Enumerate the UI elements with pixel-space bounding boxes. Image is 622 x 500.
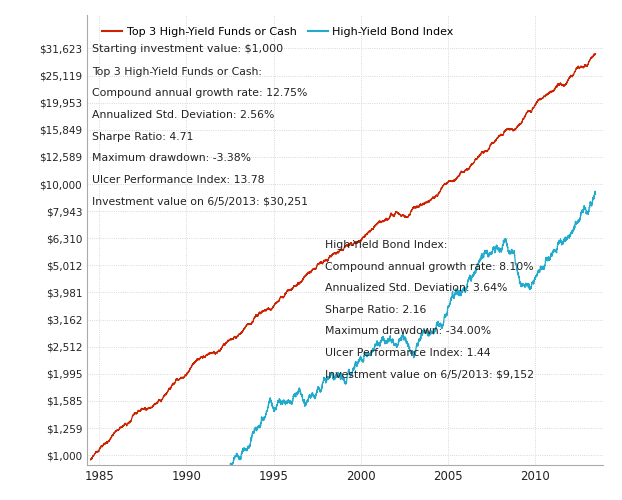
Text: Ulcer Performance Index: 13.78: Ulcer Performance Index: 13.78 xyxy=(92,175,265,184)
Text: Compound annual growth rate: 8.10%: Compound annual growth rate: 8.10% xyxy=(325,262,533,272)
Text: Annualized Std. Deviation: 3.64%: Annualized Std. Deviation: 3.64% xyxy=(325,283,507,293)
Text: Investment value on 6/5/2013: $9,152: Investment value on 6/5/2013: $9,152 xyxy=(325,370,534,380)
Text: Sharpe Ratio: 2.16: Sharpe Ratio: 2.16 xyxy=(325,305,426,315)
Text: Maximum drawdown: -3.38%: Maximum drawdown: -3.38% xyxy=(92,153,251,163)
Text: Sharpe Ratio: 4.71: Sharpe Ratio: 4.71 xyxy=(92,132,193,141)
Text: Ulcer Performance Index: 1.44: Ulcer Performance Index: 1.44 xyxy=(325,348,490,358)
Text: Starting investment value: $1,000: Starting investment value: $1,000 xyxy=(92,44,284,54)
Text: High-Yield Bond Index:: High-Yield Bond Index: xyxy=(325,240,447,250)
Text: Investment value on 6/5/2013: $30,251: Investment value on 6/5/2013: $30,251 xyxy=(92,196,309,206)
Text: Maximum drawdown: -34.00%: Maximum drawdown: -34.00% xyxy=(325,326,491,336)
Text: Compound annual growth rate: 12.75%: Compound annual growth rate: 12.75% xyxy=(92,88,308,99)
Legend: Top 3 High-Yield Funds or Cash, High-Yield Bond Index: Top 3 High-Yield Funds or Cash, High-Yie… xyxy=(98,23,458,42)
Text: Top 3 High-Yield Funds or Cash:: Top 3 High-Yield Funds or Cash: xyxy=(92,66,262,76)
Text: Annualized Std. Deviation: 2.56%: Annualized Std. Deviation: 2.56% xyxy=(92,110,275,120)
